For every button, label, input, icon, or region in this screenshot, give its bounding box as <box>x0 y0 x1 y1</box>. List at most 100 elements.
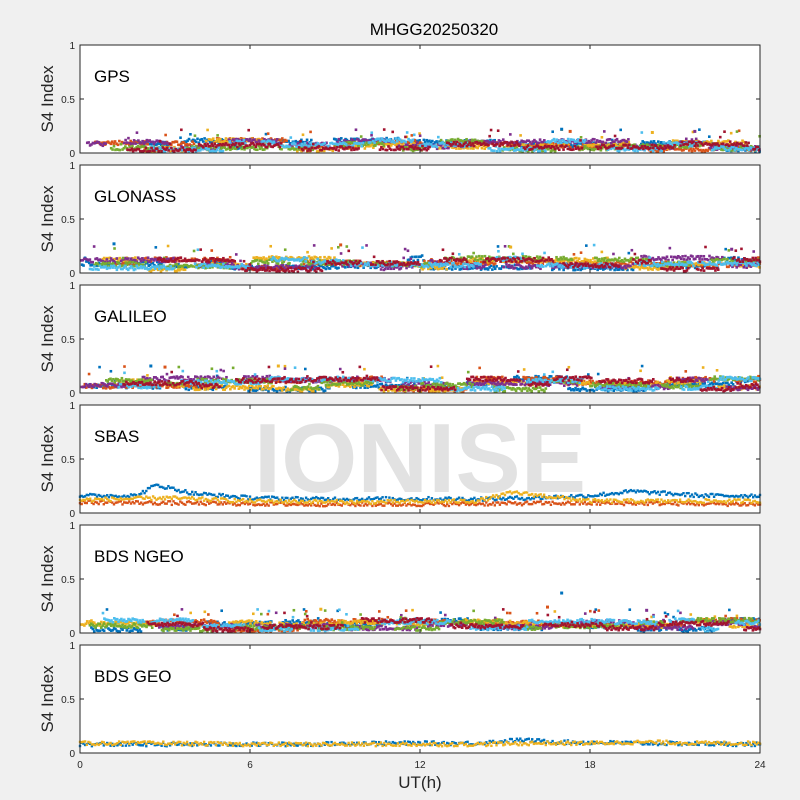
data-point <box>155 265 158 268</box>
data-point <box>304 146 308 150</box>
data-point <box>525 267 528 270</box>
data-point <box>602 145 606 149</box>
data-point <box>479 260 483 264</box>
data-point <box>167 146 171 149</box>
data-point <box>378 148 382 152</box>
data-point <box>679 145 683 149</box>
data-point <box>177 266 180 269</box>
data-point <box>367 144 371 148</box>
data-point <box>223 146 227 150</box>
data-point <box>630 248 634 252</box>
data-point <box>504 147 508 151</box>
data-point <box>439 145 443 149</box>
data-point <box>516 267 520 271</box>
data-point <box>418 144 422 148</box>
data-point <box>135 258 139 262</box>
data-point <box>382 144 386 148</box>
data-point <box>384 267 387 271</box>
data-point <box>360 139 363 143</box>
data-point <box>113 140 117 143</box>
data-point <box>620 266 624 270</box>
data-point <box>482 259 485 262</box>
data-point <box>165 257 168 261</box>
data-point <box>513 263 517 267</box>
data-point <box>372 146 375 149</box>
data-point <box>285 139 288 143</box>
data-point <box>612 252 615 256</box>
data-point <box>385 260 389 264</box>
data-point <box>382 264 386 267</box>
data-point <box>706 149 709 153</box>
data-point <box>559 141 563 145</box>
data-point <box>371 138 375 141</box>
data-point <box>221 142 225 146</box>
data-point <box>191 138 195 142</box>
data-point <box>343 142 346 145</box>
data-point <box>492 265 496 268</box>
data-point <box>358 142 362 145</box>
data-point <box>388 144 392 148</box>
data-point <box>231 138 235 141</box>
data-point <box>672 261 676 264</box>
data-point <box>226 147 229 151</box>
data-point <box>85 258 89 261</box>
data-point <box>124 258 127 262</box>
data-point <box>180 264 183 268</box>
data-point <box>187 265 190 269</box>
data-point <box>458 138 461 142</box>
data-point <box>658 257 662 261</box>
data-point <box>270 138 273 142</box>
data-point <box>272 140 276 144</box>
data-point <box>307 262 310 266</box>
data-points <box>80 242 762 274</box>
data-point <box>217 146 220 149</box>
data-point <box>172 256 175 260</box>
data-point <box>470 263 474 267</box>
data-point <box>536 145 540 148</box>
data-point <box>210 263 214 266</box>
data-point <box>443 261 447 265</box>
data-point <box>716 142 719 145</box>
data-point <box>666 262 670 265</box>
data-point <box>188 265 192 268</box>
data-point <box>475 140 479 144</box>
data-point <box>185 263 189 267</box>
data-point <box>151 261 155 265</box>
data-point <box>451 265 454 268</box>
data-point <box>138 263 142 267</box>
data-point <box>298 264 302 268</box>
data-point <box>341 147 345 150</box>
data-point <box>419 264 423 268</box>
data-point <box>82 264 85 267</box>
data-point <box>467 143 470 146</box>
data-point <box>334 148 338 152</box>
data-point <box>244 145 248 149</box>
data-point <box>664 257 667 261</box>
data-point <box>549 140 553 143</box>
data-point <box>450 262 454 265</box>
data-point <box>346 265 350 269</box>
data-point <box>591 137 595 141</box>
data-point <box>323 255 326 259</box>
data-point <box>715 255 718 259</box>
data-point <box>382 268 386 272</box>
data-point <box>149 269 153 273</box>
data-point <box>748 264 751 267</box>
data-point <box>379 142 383 145</box>
data-point <box>207 264 211 267</box>
data-point <box>213 146 217 150</box>
data-point <box>187 137 191 141</box>
data-point <box>698 257 701 260</box>
data-point <box>577 147 581 151</box>
data-point <box>306 250 309 254</box>
data-point <box>710 258 714 262</box>
data-point <box>687 261 691 265</box>
data-point <box>144 260 148 264</box>
data-point <box>398 138 402 141</box>
data-point <box>519 266 522 270</box>
data-point <box>668 141 671 144</box>
data-point <box>190 147 194 150</box>
data-point <box>172 140 176 144</box>
data-point <box>640 258 644 262</box>
data-point <box>544 149 547 153</box>
